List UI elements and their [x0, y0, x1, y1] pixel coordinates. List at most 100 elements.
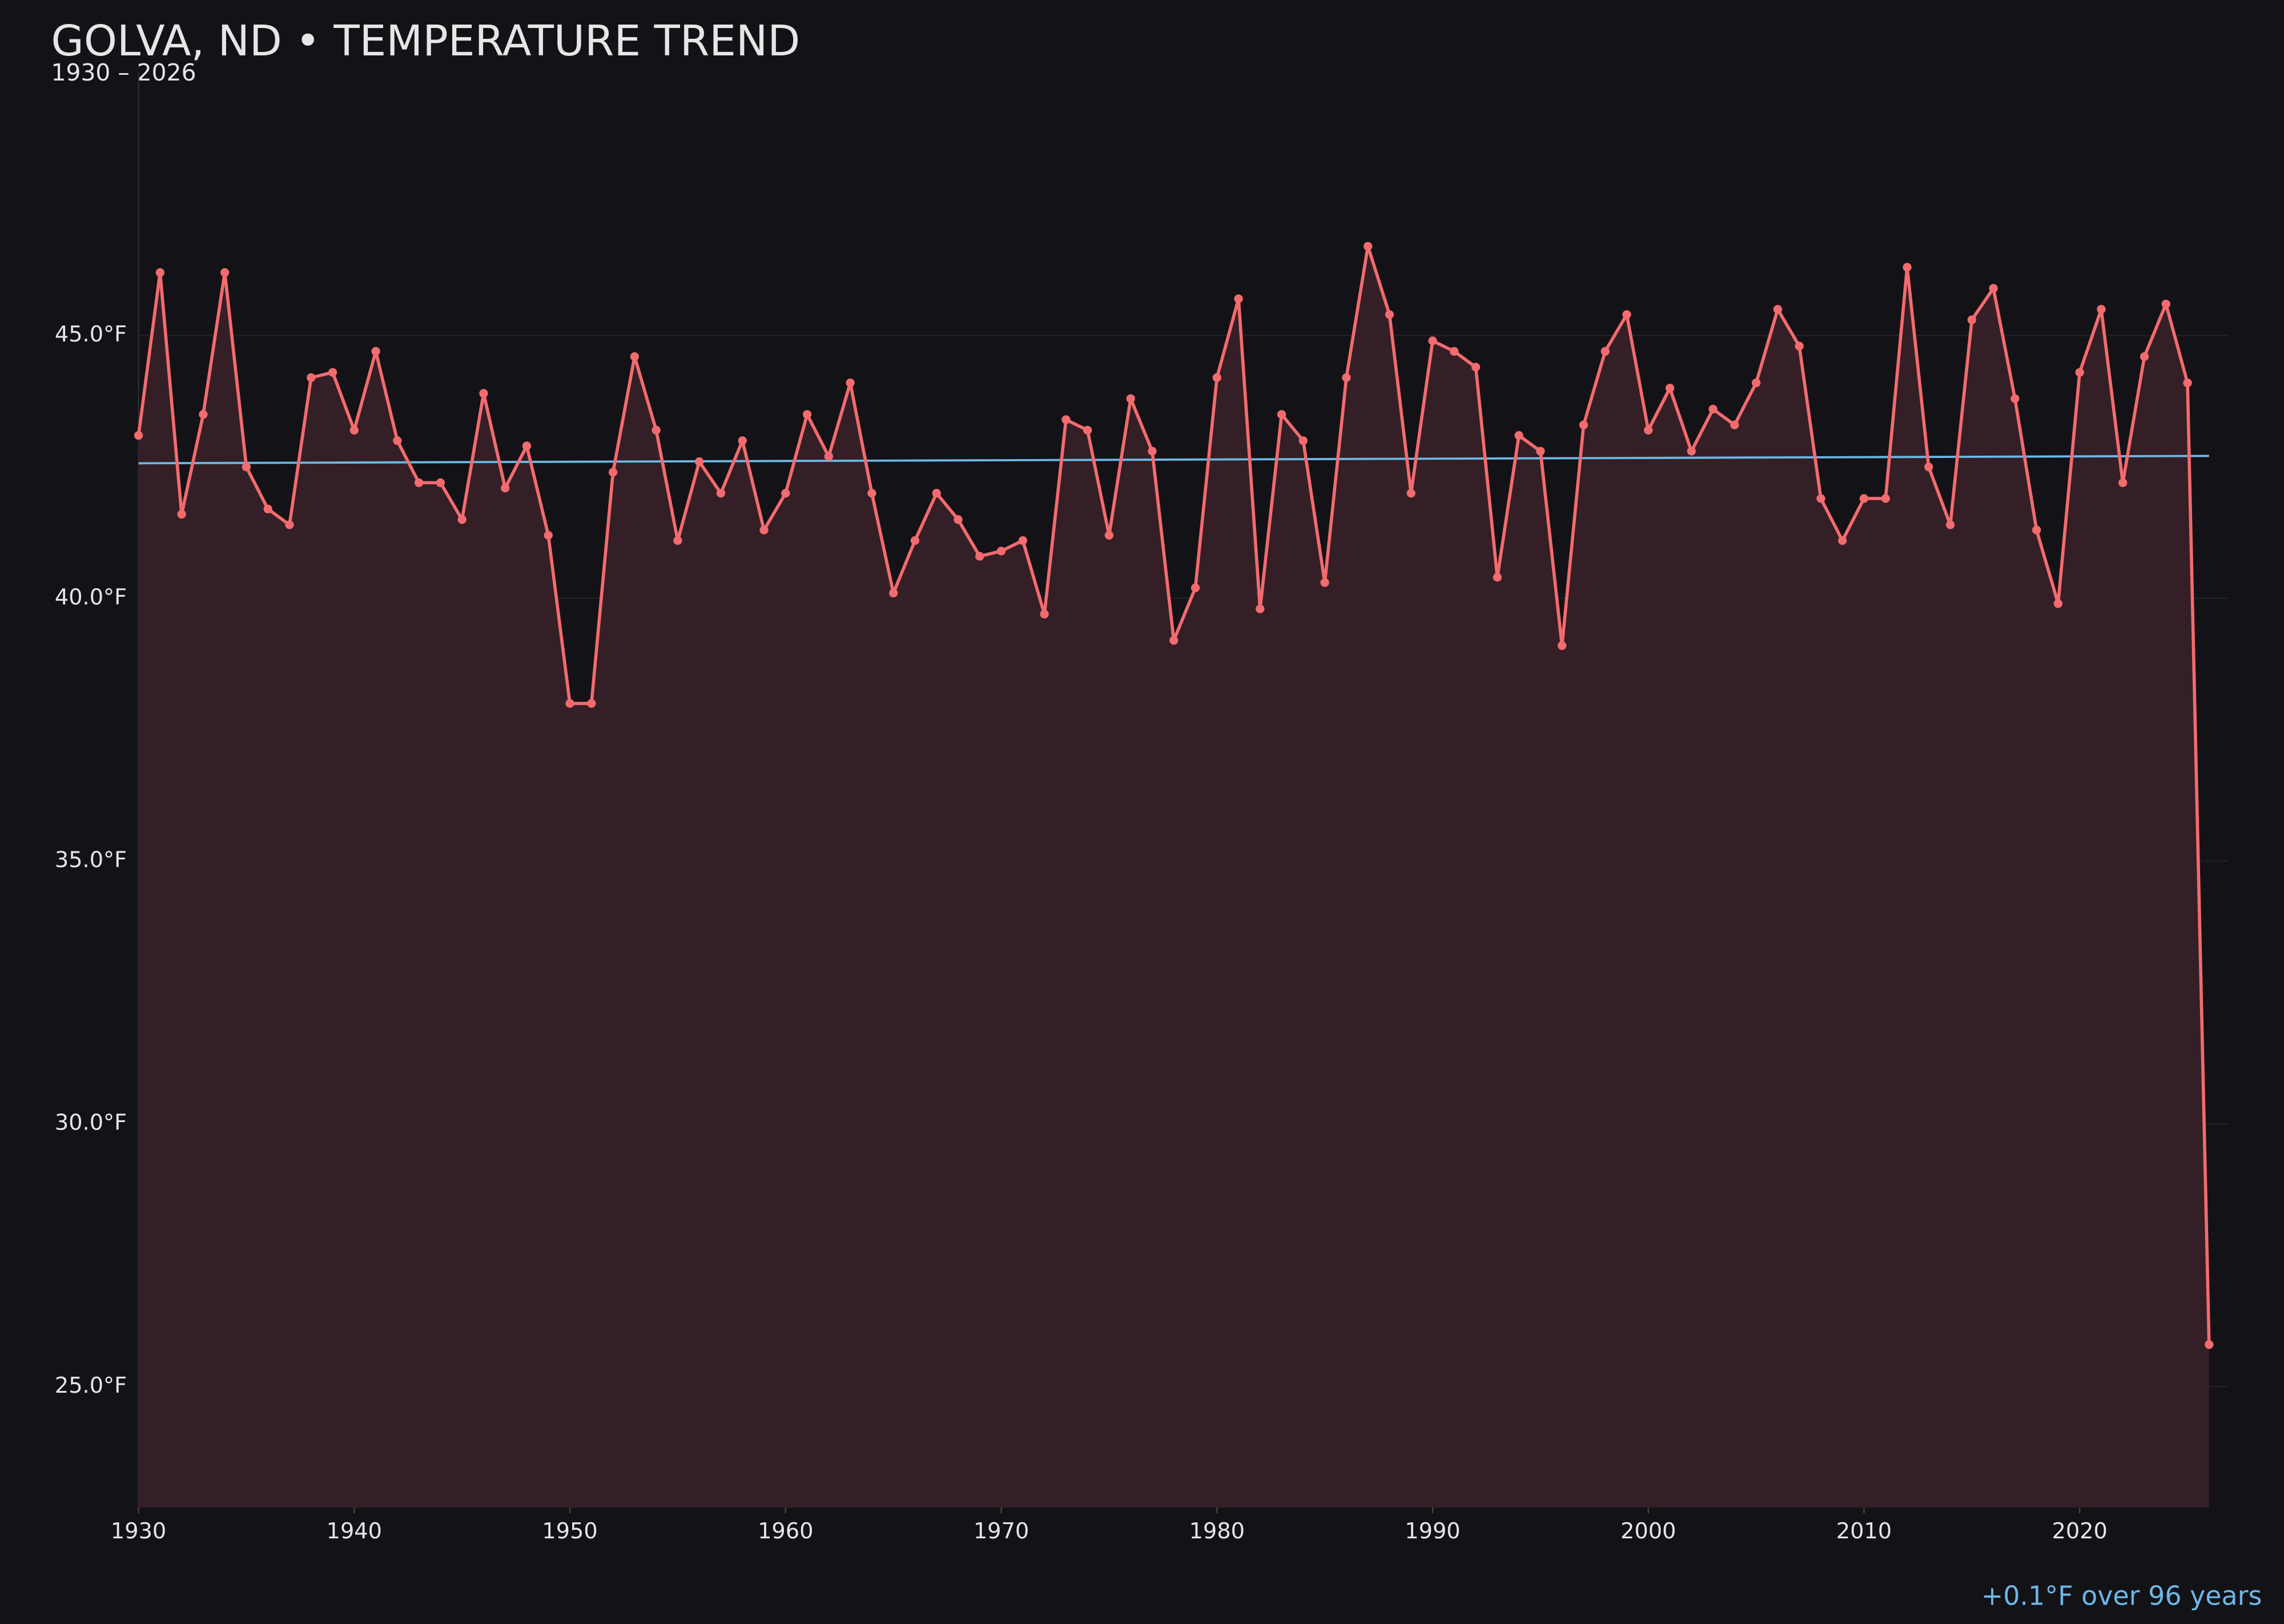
data-point [1514, 431, 1523, 440]
data-point [846, 378, 855, 388]
data-point [242, 463, 251, 472]
data-point [1795, 341, 1804, 351]
data-point [932, 489, 941, 498]
x-tick-label: 1940 [327, 1518, 382, 1544]
data-point [1256, 604, 1265, 613]
data-point [1126, 394, 1135, 403]
data-point [1838, 536, 1847, 545]
data-point [1751, 378, 1761, 388]
data-point [414, 478, 424, 488]
data-point [1816, 494, 1825, 503]
data-point [1428, 336, 1437, 345]
data-point [1989, 284, 1998, 293]
data-point [1018, 536, 1027, 545]
data-point [177, 509, 186, 519]
data-point [1385, 310, 1394, 319]
data-point [393, 436, 402, 445]
x-tick-label: 1950 [542, 1518, 597, 1544]
data-point [910, 536, 920, 545]
x-tick-label: 1980 [1189, 1518, 1245, 1544]
data-point [479, 389, 488, 398]
data-point [2053, 599, 2063, 608]
y-tick-label: 25.0°F [55, 1373, 127, 1398]
data-point [1493, 573, 1502, 582]
data-point [738, 436, 747, 445]
y-tick-label: 40.0°F [55, 584, 127, 610]
data-point [2161, 299, 2170, 309]
data-point [1665, 384, 1675, 393]
data-point [954, 515, 963, 524]
y-tick-label: 35.0°F [55, 847, 127, 873]
data-point [565, 699, 574, 708]
data-point [1277, 410, 1286, 419]
data-point [1859, 494, 1869, 503]
data-point [1406, 489, 1416, 498]
data-point [587, 699, 596, 708]
data-point [1708, 404, 1718, 414]
data-point [608, 468, 618, 477]
x-tick-label: 1930 [111, 1518, 166, 1544]
data-point [1687, 447, 1696, 456]
data-point [2032, 525, 2041, 534]
data-point [1320, 578, 1329, 587]
data-point [781, 489, 790, 498]
data-point [1040, 609, 1049, 619]
data-point [371, 347, 380, 356]
data-point [824, 452, 833, 461]
trend-line [138, 455, 2209, 465]
data-point [1903, 263, 1912, 272]
data-point [1644, 425, 1653, 435]
data-point [759, 525, 769, 534]
data-point [996, 546, 1006, 556]
x-tick-label: 1990 [1405, 1518, 1460, 1544]
data-point [2075, 368, 2084, 377]
data-point [1730, 420, 1739, 429]
data-point [1601, 347, 1610, 356]
data-point [673, 536, 682, 545]
data-point [2205, 1340, 2214, 1349]
data-point [1298, 436, 1308, 445]
data-point [544, 530, 553, 540]
x-tick-label: 2020 [2052, 1518, 2107, 1544]
data-point [2140, 352, 2149, 361]
data-point [1083, 425, 1092, 435]
x-tick-label: 2010 [1836, 1518, 1892, 1544]
data-point [1945, 520, 1955, 529]
data-point [1061, 415, 1071, 424]
data-point [1924, 463, 1933, 472]
data-point [802, 410, 812, 419]
x-tick-label: 1960 [758, 1518, 813, 1544]
data-point [1622, 310, 1631, 319]
data-point [2118, 478, 2128, 488]
data-point [1364, 242, 1373, 251]
trend-annotation: +0.1°F over 96 years [1981, 1581, 2262, 1611]
data-point [349, 425, 359, 435]
data-point [1557, 641, 1567, 650]
chart-title: GOLVA, ND • TEMPERATURE TREND [51, 17, 801, 66]
data-point [1191, 583, 1200, 593]
data-point [134, 431, 143, 440]
data-point [285, 520, 294, 529]
data-point [888, 588, 898, 598]
chart-subtitle: 1930 – 2026 [51, 59, 196, 86]
data-point [1169, 636, 1179, 645]
data-point [2010, 394, 2020, 403]
y-tick-label: 45.0°F [55, 321, 127, 347]
data-point [975, 552, 984, 561]
data-point [1450, 347, 1459, 356]
data-point [1104, 530, 1114, 540]
data-point [220, 268, 230, 277]
x-tick-label: 1970 [974, 1518, 1029, 1544]
data-point [199, 410, 208, 419]
data-point [457, 515, 467, 524]
data-point [1536, 447, 1545, 456]
data-point [1234, 294, 1243, 303]
data-point [155, 268, 165, 277]
area-fill [138, 246, 2209, 1508]
data-point [652, 425, 661, 435]
data-point [630, 352, 640, 361]
data-point [263, 504, 272, 514]
data-point [1967, 315, 1976, 324]
data-point [1212, 373, 1221, 382]
